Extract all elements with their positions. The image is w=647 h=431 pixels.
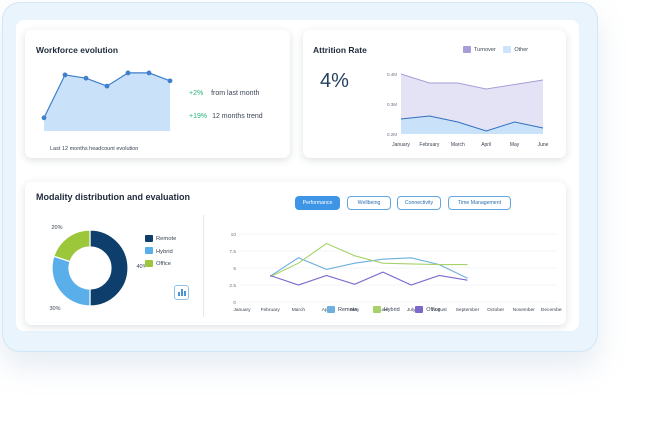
dashboard-panel: Workforce evolution Last 12 months headc… [16,20,579,331]
tab-performance[interactable]: Performance [295,196,340,210]
line-x-tick: June [378,307,389,313]
line-x-tick: July [407,307,416,313]
workforce-title: Workforce evolution [36,45,119,55]
line-legend-office: Office [426,306,441,313]
attrition-legend: Turnover Other [463,46,528,53]
attrition-turnover-area [401,116,543,134]
line-x-tick: November [513,307,536,313]
line-y-tick: 0 [233,300,236,306]
modality-legend: Remote Hybrid Office [145,233,176,271]
line-legend-remote: Remote [338,306,358,313]
legend-office-label: Office [156,261,172,267]
legend-other: Other [514,46,529,53]
line-x-tick: January [233,307,251,313]
attrition-x-tick: June [538,142,549,148]
donut-slice-office [53,229,91,263]
workforce-area-chart [41,70,173,131]
workforce-stat-trend: +19% 12 months trend [189,113,263,120]
modality-divider [203,215,204,317]
workforce-point [167,78,173,84]
attrition-x-tick: April [481,142,491,148]
other-swatch [503,46,512,53]
office-swatch [145,259,153,267]
line-y-tick: 7.5 [229,249,236,255]
workforce-point [146,70,152,76]
stat-trend-value: +19% [189,113,208,120]
line-x-tick: September [456,307,480,313]
legend-hybrid: Hybrid [145,246,176,259]
line-series-hybrid [269,242,468,278]
attrition-y-tick: 0.3M [387,102,397,107]
legend-remote: Remote [145,233,176,246]
line-y-tick: 5 [233,266,236,272]
modality-donut-chart: 40% 30% 20% [49,225,145,312]
workforce-card: Workforce evolution Last 12 months headc… [25,30,290,158]
bar-chart-icon [177,289,186,296]
legend-remote-label: Remote [156,236,177,242]
workforce-point [125,70,131,76]
modality-title: Modality distribution and evaluation [36,192,191,202]
attrition-card: Attrition Rate Turnover Other 4% 0.4M 0.3… [303,30,566,158]
line-x-tick: March [292,307,306,313]
attrition-x-tick: May [510,142,520,148]
line-y-tick: 2.5 [229,283,236,289]
workforce-area [44,72,170,131]
hybrid-swatch [145,247,153,255]
line-x-tick: October [487,307,504,313]
line-legend: Remote Hybrid Office [327,306,441,313]
line-series-office [270,271,468,286]
line-remote-swatch [327,306,335,313]
line-x-tick: December [541,307,562,313]
attrition-title: Attrition Rate [313,45,367,55]
line-x-tick: February [261,307,281,313]
attrition-turnover-line [400,115,544,132]
workforce-point [83,75,89,81]
turnover-swatch [463,46,471,53]
donut-slice-label: 30% [49,306,60,312]
donut-slice-hybrid [51,255,91,307]
line-hybrid-swatch [372,306,381,313]
tab-time-management[interactable]: Time Management [448,196,511,210]
legend-turnover: Turnover [474,46,496,53]
line-office-swatch [415,306,424,313]
workforce-point [41,115,47,121]
workforce-point [104,83,110,89]
chart-view-button[interactable] [174,285,189,300]
line-x-tick: May [350,307,360,313]
legend-hybrid-label: Hybrid [156,248,173,255]
line-x-tick: August [432,307,448,313]
stat-trend-label: 12 months trend [212,113,263,120]
workforce-point [62,72,68,78]
tab-connectivity[interactable]: Connectivity [397,196,441,210]
remote-swatch [145,234,153,242]
line-x-tick: April [322,307,332,313]
legend-office: Office [145,258,176,271]
stat-month-label: from last month [211,90,260,97]
workforce-stat-month: +2% from last month [189,90,259,97]
attrition-other-line [400,73,544,90]
modality-card: Modality distribution and evaluation 40%… [25,182,566,325]
donut-slice-remote [89,229,129,307]
donut-slice-label: 40% [136,264,145,270]
attrition-x-tick: January [392,142,410,148]
attrition-value: 4% [320,70,349,92]
attrition-y-tick: 0.2M [387,132,397,137]
tab-wellbeing[interactable]: Wellbeing [347,196,391,210]
attrition-chart: 0.4M 0.3M 0.2M January February March April May… [387,72,549,148]
attrition-y-tick: 0.4M [387,72,397,77]
line-legend-hybrid: Hybrid [383,306,400,313]
attrition-x-tick: February [419,142,440,148]
line-y-tick: 10 [231,232,237,238]
attrition-x-tick: March [451,142,465,148]
stat-month-value: +2% [189,90,204,97]
donut-slice-label: 20% [51,225,62,231]
workforce-caption: Last 12 months headcount evolution [50,146,139,152]
